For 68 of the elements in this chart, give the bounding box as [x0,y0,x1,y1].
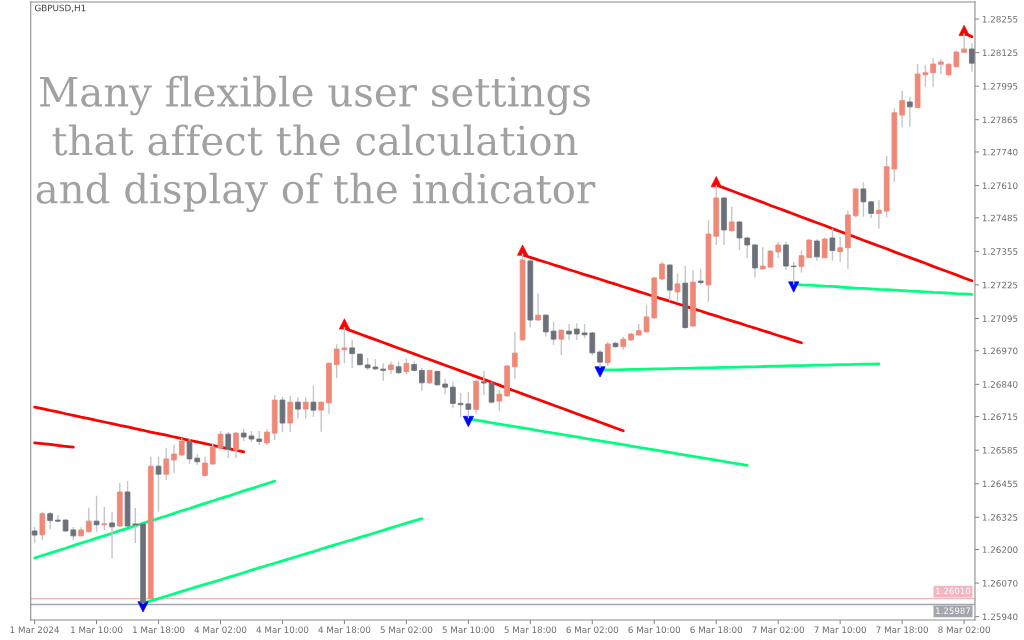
y-tick-label: 1.28255 [982,15,1018,23]
candlestick [302,396,309,420]
y-tick-label: 1.27610 [982,182,1018,189]
x-tick-label: 1 Mar 18:00 [133,626,185,634]
x-tick-label: 7 Mar 10:00 [814,626,867,634]
y-tick-label: 1.27095 [982,315,1018,322]
candlestick [39,511,46,541]
candlestick [814,238,820,262]
x-tick-label: 7 Mar 18:00 [876,626,928,634]
candlestick [938,58,944,75]
x-tick-label: 1 Mar 10:00 [71,626,123,634]
candlestick [899,90,905,128]
candlestick [279,396,286,433]
y-tick-label: 1.26840 [982,381,1018,388]
y-tick-label: 1.26585 [982,446,1018,454]
ref-line-label: 1.26010 [936,587,971,595]
candlestick [930,57,936,88]
x-tick-label: 6 Mar 18:00 [690,626,743,634]
candlestick [85,507,92,534]
candlestick [233,431,239,459]
candlestick [907,96,913,128]
candlestick [93,495,100,533]
x-tick-label: 4 Mar 10:00 [256,626,309,634]
y-tick-label: 1.26325 [982,514,1018,521]
y-tick-label: 1.26970 [982,347,1018,355]
x-tick-label: 1 Mar 2024 [10,626,60,634]
candlestick [860,181,867,218]
y-tick-label: 1.28125 [982,49,1018,57]
candlestick [318,400,325,433]
candlestick [876,199,882,230]
candlestick [837,235,843,263]
candlestick [109,511,115,559]
y-tick-label: 1.26715 [982,413,1018,421]
x-tick-label: 8 Mar 02:00 [938,626,990,634]
candlestick [829,227,836,262]
x-tick-label: 5 Mar 02:00 [380,626,433,634]
candlestick [101,505,108,531]
annotation: Many flexible user settings that affect the calculation and display of the indicator [36,75,596,213]
candlestick [295,396,301,420]
candlestick [155,455,162,513]
y-tick-label: 1.25940 [982,613,1018,621]
ref-line-label: 1.25987 [936,607,971,614]
x-tick-label: 5 Mar 10:00 [442,626,495,634]
x-tick-label: 6 Mar 02:00 [566,626,619,634]
y-tick-label: 1.27225 [982,281,1018,289]
y-tick-label: 1.27865 [982,116,1018,124]
y-tick-label: 1.27740 [982,148,1018,156]
x-tick-label: 6 Mar 10:00 [628,626,681,634]
x-tick-label: 7 Mar 02:00 [752,626,805,634]
x-tick-label: 5 Mar 18:00 [504,626,557,634]
candlestick [287,395,294,433]
y-tick-label: 1.27355 [982,248,1018,255]
candlestick [171,444,177,474]
y-tick-label: 1.27995 [982,83,1018,90]
candlestick [961,32,967,54]
candlestick [163,447,170,481]
x-tick-label: 4 Mar 18:00 [318,626,371,634]
candlestick [310,384,317,418]
y-tick-label: 1.26070 [982,579,1018,587]
candlestick [969,42,975,73]
candlestick [728,206,735,233]
chart-title: GBPUSD,H1 [34,4,86,13]
x-tick-label: 4 Mar 02:00 [194,626,247,634]
y-tick-label: 1.27485 [982,214,1018,222]
candlestick [225,431,232,459]
candlestick [202,455,208,477]
y-tick-label: 1.26455 [982,480,1018,488]
y-tick-label: 1.26200 [982,546,1018,553]
